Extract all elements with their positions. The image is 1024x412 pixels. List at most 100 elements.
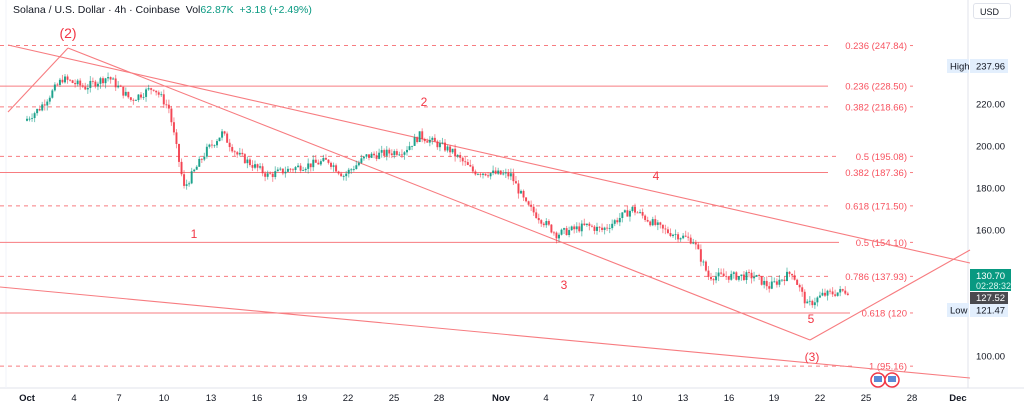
candle-body [261,166,264,174]
candle-body [390,153,393,156]
candle-body [26,118,28,121]
candle-body [699,249,702,262]
candle-body [583,223,586,226]
candle-body [542,223,545,226]
candle-body [398,154,401,156]
candle-body [102,78,104,84]
candle-body [238,152,241,155]
candle-body [783,279,786,282]
candle-body [256,164,259,168]
candle-body [770,281,773,289]
wave-label: 2 [421,95,428,109]
candle-body [109,77,112,80]
candle-body [540,220,543,224]
candle-body [593,226,596,231]
candle-body [190,171,193,184]
candle-body [656,222,659,225]
candle-body [451,148,454,153]
chart-header: Solana / U.S. Dollar · 4h · Coinbase Vol… [13,4,312,16]
time-tick: 10 [159,393,170,404]
candle-body [788,271,791,274]
candle-body [826,290,829,296]
candle-body [122,86,125,96]
candle-body [735,272,738,280]
candle-body [350,169,353,171]
time-tick: 13 [678,393,689,404]
candle-body [654,219,657,225]
candle-body [590,225,593,227]
candle-body [677,234,680,240]
candle-body [406,149,408,153]
candle-body [487,175,490,177]
candle-body [56,84,59,86]
low-label-bg [947,303,969,317]
candle-body [707,270,710,277]
candle-body [378,152,381,159]
fib-level-label: 0.5 (195.08) [856,152,907,163]
candle-body [403,152,406,155]
time-tick: 25 [861,393,872,404]
candle-body [829,290,832,292]
candle-body [603,227,606,230]
candle-body [226,133,229,143]
candle-body [646,219,649,222]
candle-body [342,176,345,177]
candle-body [180,161,183,175]
candle-body [692,242,695,244]
candle-body [198,158,201,167]
candle-body [628,211,631,217]
candle-body [575,226,578,230]
candle-body [31,118,34,119]
prev-price-badge [970,292,1008,304]
candle-body [178,143,180,162]
candle-body [732,272,735,274]
candle-body [798,284,801,288]
candle-body [626,210,629,217]
price-tick: 220.00 [976,100,1005,111]
candle-body [248,159,251,166]
candle-body [271,173,274,178]
candle-body [664,228,667,230]
candle-body [659,222,662,225]
low-value: 121.47 [976,306,1005,317]
candle-body [793,275,796,280]
trend-line [809,249,971,341]
candle-body [46,101,49,106]
candle-body [816,297,819,303]
fib-level-label: 0.236 (228.50) [845,82,907,93]
candle-body [454,148,457,157]
candle-body [140,94,142,98]
candle-body [317,162,320,165]
candle-body [307,163,310,169]
candle-body [831,291,834,295]
candle-body [104,78,107,84]
time-tick: 22 [343,393,354,404]
candle-body [380,150,383,153]
candle-body [418,131,421,142]
trend-line [7,47,69,113]
candle-body [294,167,297,171]
currency-button[interactable]: USD [973,3,1011,19]
time-tick: 22 [815,393,826,404]
candle-body [246,159,249,164]
candle-body [355,165,358,170]
candle-body [408,146,411,150]
candle-body [669,233,672,236]
candle-body [91,80,94,82]
candle-body [438,143,441,148]
wave-label: 5 [808,312,815,326]
candle-body [636,212,639,214]
candle-body [64,76,66,83]
candle-body [36,108,39,114]
candle-body [370,153,373,158]
bar-countdown: 02:28:32 [976,281,1011,291]
candle-body [631,206,634,212]
candle-body [107,77,110,79]
candle-body [482,173,484,175]
candle-body [124,91,127,96]
time-tick: 19 [297,393,308,404]
time-tick: 28 [907,393,918,404]
candle-body [297,165,300,168]
candle-body [400,154,403,156]
